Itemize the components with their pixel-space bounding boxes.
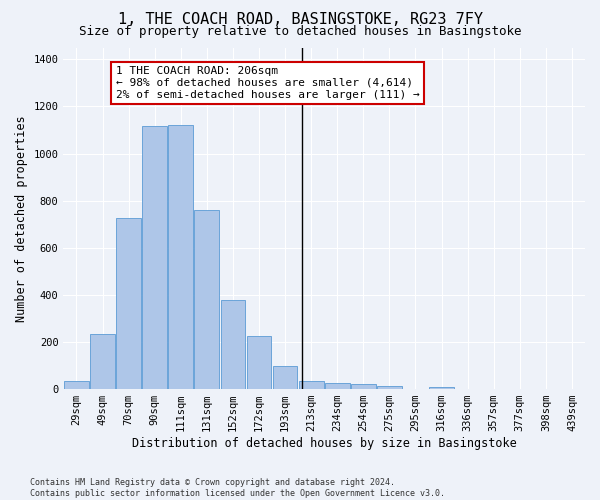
Bar: [221, 300, 245, 389]
Text: 1, THE COACH ROAD, BASINGSTOKE, RG23 7FY: 1, THE COACH ROAD, BASINGSTOKE, RG23 7FY: [118, 12, 482, 28]
Bar: [351, 384, 376, 389]
Text: 1 THE COACH ROAD: 206sqm
← 98% of detached houses are smaller (4,614)
2% of semi: 1 THE COACH ROAD: 206sqm ← 98% of detach…: [116, 66, 419, 100]
Y-axis label: Number of detached properties: Number of detached properties: [15, 115, 28, 322]
Bar: [90, 334, 115, 389]
Bar: [169, 125, 193, 389]
Text: Size of property relative to detached houses in Basingstoke: Size of property relative to detached ho…: [79, 25, 521, 38]
X-axis label: Distribution of detached houses by size in Basingstoke: Distribution of detached houses by size …: [132, 437, 517, 450]
Bar: [429, 386, 454, 389]
Bar: [377, 386, 402, 389]
Bar: [299, 381, 323, 389]
Bar: [325, 383, 350, 389]
Bar: [64, 381, 89, 389]
Bar: [116, 218, 141, 389]
Bar: [194, 210, 219, 389]
Text: Contains HM Land Registry data © Crown copyright and database right 2024.
Contai: Contains HM Land Registry data © Crown c…: [30, 478, 445, 498]
Bar: [247, 336, 271, 389]
Bar: [142, 126, 167, 389]
Bar: [273, 366, 298, 389]
